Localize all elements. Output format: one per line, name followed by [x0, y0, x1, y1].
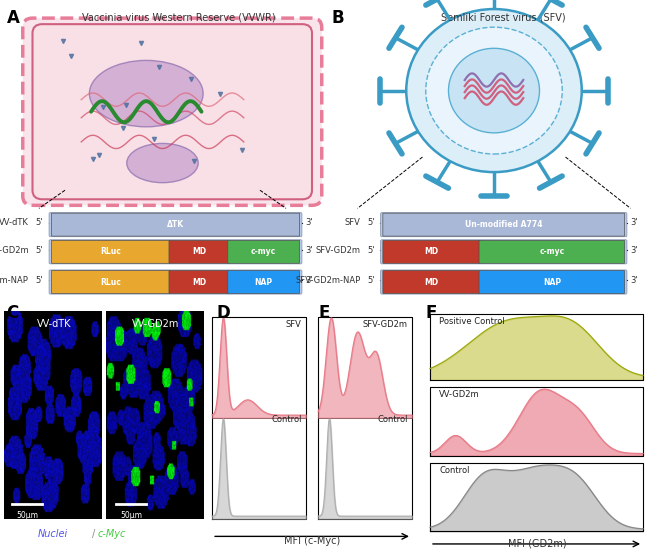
Text: 50μm: 50μm: [120, 511, 142, 520]
Text: A: A: [6, 9, 20, 27]
FancyBboxPatch shape: [383, 271, 480, 294]
Circle shape: [448, 48, 540, 133]
FancyBboxPatch shape: [381, 212, 627, 237]
FancyBboxPatch shape: [381, 270, 627, 294]
Text: 3': 3': [306, 219, 313, 227]
Text: 3': 3': [630, 245, 638, 255]
Text: c-myc: c-myc: [540, 248, 564, 256]
Text: SFV: SFV: [345, 219, 361, 227]
Text: SFV-GD2m: SFV-GD2m: [316, 245, 361, 255]
Text: VV-GD2m: VV-GD2m: [439, 390, 480, 400]
Text: VV-dTK: VV-dTK: [0, 219, 29, 227]
Text: SFV-GD2m-NAP: SFV-GD2m-NAP: [296, 276, 361, 285]
Text: MD: MD: [424, 248, 439, 256]
Text: Positive Control: Positive Control: [439, 317, 505, 326]
Circle shape: [406, 9, 582, 172]
Ellipse shape: [127, 143, 198, 183]
Text: 3': 3': [306, 245, 313, 255]
Text: MFI (c-Myc): MFI (c-Myc): [284, 536, 340, 546]
Text: /: /: [92, 529, 95, 539]
Text: Control: Control: [439, 466, 470, 475]
FancyBboxPatch shape: [49, 212, 302, 237]
FancyBboxPatch shape: [479, 271, 625, 294]
Text: F: F: [425, 304, 437, 322]
Text: VV-GD2m: VV-GD2m: [0, 245, 29, 255]
Text: VV-GD2m-NAP: VV-GD2m-NAP: [0, 276, 29, 285]
FancyBboxPatch shape: [479, 240, 625, 264]
Text: 5': 5': [36, 219, 44, 227]
FancyBboxPatch shape: [169, 271, 229, 294]
FancyBboxPatch shape: [227, 240, 300, 264]
Text: MD: MD: [192, 248, 206, 256]
FancyBboxPatch shape: [51, 213, 300, 236]
Text: RLuc: RLuc: [100, 248, 122, 256]
Text: Semliki Forest virus (SFV): Semliki Forest virus (SFV): [441, 12, 566, 22]
Text: NAP: NAP: [543, 278, 561, 287]
FancyBboxPatch shape: [51, 240, 170, 264]
Text: B: B: [332, 9, 344, 27]
Text: D: D: [216, 304, 230, 322]
FancyBboxPatch shape: [32, 24, 312, 199]
Text: NAP: NAP: [255, 278, 273, 287]
Text: 5': 5': [367, 219, 375, 227]
Text: 50μm: 50μm: [16, 511, 38, 520]
Text: MD: MD: [192, 278, 206, 287]
Text: SFV-GD2m: SFV-GD2m: [363, 321, 408, 329]
Text: Nuclei: Nuclei: [38, 529, 68, 539]
Text: 5': 5': [367, 245, 375, 255]
Text: VV-dTK: VV-dTK: [37, 319, 72, 329]
FancyBboxPatch shape: [49, 270, 302, 294]
Text: ΔTK: ΔTK: [167, 220, 184, 229]
Text: 3': 3': [630, 276, 638, 285]
Text: MFI (GD2m): MFI (GD2m): [508, 539, 567, 549]
Circle shape: [426, 27, 562, 154]
Text: C: C: [6, 304, 18, 322]
Text: 3': 3': [306, 276, 313, 285]
FancyBboxPatch shape: [383, 213, 625, 236]
FancyBboxPatch shape: [51, 271, 170, 294]
Text: c-Myc: c-Myc: [98, 529, 126, 539]
FancyBboxPatch shape: [23, 18, 322, 205]
Text: RLuc: RLuc: [100, 278, 122, 287]
FancyBboxPatch shape: [49, 240, 302, 264]
Text: VV-GD2m: VV-GD2m: [133, 319, 179, 329]
Text: 5': 5': [36, 276, 44, 285]
Text: 3': 3': [630, 219, 638, 227]
Text: Un-modified A774: Un-modified A774: [465, 220, 543, 229]
Ellipse shape: [90, 60, 203, 127]
Text: 5': 5': [36, 245, 44, 255]
Text: Vaccinia virus Western Reserve (VVWR): Vaccinia virus Western Reserve (VVWR): [82, 12, 276, 22]
FancyBboxPatch shape: [169, 240, 229, 264]
FancyBboxPatch shape: [381, 240, 627, 264]
Text: 5': 5': [367, 276, 375, 285]
FancyBboxPatch shape: [227, 271, 300, 294]
Text: Control: Control: [377, 415, 408, 424]
Text: MD: MD: [424, 278, 439, 287]
FancyBboxPatch shape: [383, 240, 480, 264]
Text: Control: Control: [271, 415, 302, 424]
Text: E: E: [318, 304, 330, 322]
Text: SFV: SFV: [286, 321, 302, 329]
Text: c-myc: c-myc: [251, 248, 276, 256]
